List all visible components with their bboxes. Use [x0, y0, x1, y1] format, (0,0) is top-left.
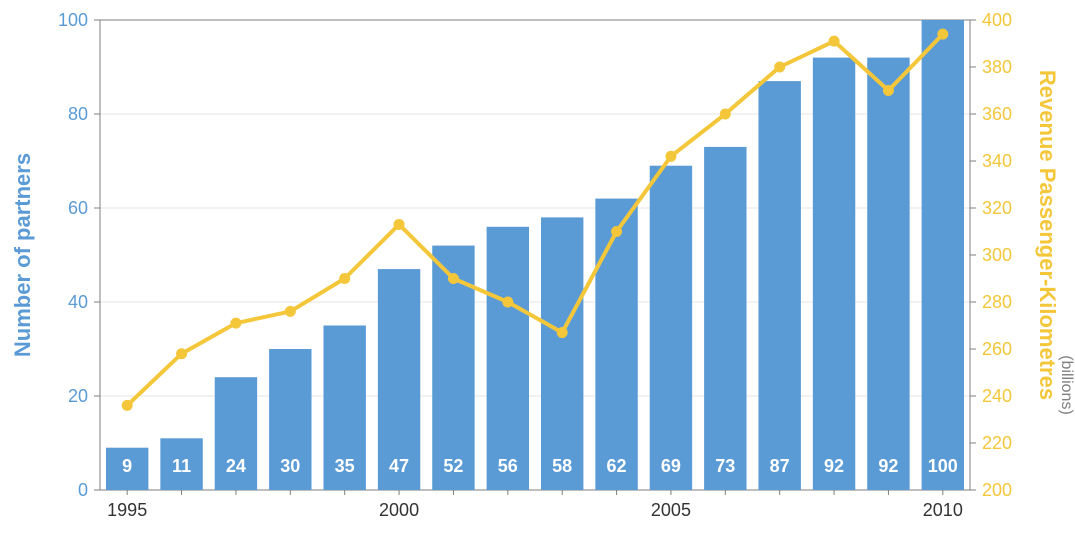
- line-marker: [340, 274, 350, 284]
- line-marker: [775, 62, 785, 72]
- bar-value-label: 56: [498, 456, 518, 476]
- line-marker: [720, 109, 730, 119]
- line-marker: [612, 227, 622, 237]
- bar-value-label: 9: [122, 456, 132, 476]
- y-left-tick-label: 60: [68, 198, 88, 218]
- y-left-tick-label: 100: [58, 10, 88, 30]
- x-tick-label: 1995: [107, 500, 147, 520]
- y-right-tick-label: 260: [982, 339, 1012, 359]
- line-marker: [122, 400, 132, 410]
- x-tick-label: 2005: [651, 500, 691, 520]
- line-marker: [231, 318, 241, 328]
- bar: [487, 227, 529, 490]
- chart-svg: 9 11 24 30 35 47 52 56 58 62 69 73 87 92 92 100 0 20 40 60 8…: [0, 0, 1075, 535]
- bar-value-label: 24: [226, 456, 246, 476]
- bar-value-label: 92: [824, 456, 844, 476]
- line-marker: [829, 36, 839, 46]
- line-marker: [883, 86, 893, 96]
- bar: [758, 81, 800, 490]
- dual-axis-chart: 9 11 24 30 35 47 52 56 58 62 69 73 87 92 92 100 0 20 40 60 8…: [0, 0, 1075, 535]
- y-right-tick-label: 360: [982, 104, 1012, 124]
- y-left-axis-title: Number of partners: [10, 153, 35, 357]
- line-marker: [666, 151, 676, 161]
- y-right-tick-label: 240: [982, 386, 1012, 406]
- bar: [813, 58, 855, 490]
- line-marker: [285, 306, 295, 316]
- line-marker: [557, 328, 567, 338]
- line-marker: [503, 297, 513, 307]
- y-right-tick-label: 220: [982, 433, 1012, 453]
- y-right-axis-title: Revenue Passenger-Kilometres: [1035, 70, 1060, 400]
- bar-value-label: 69: [661, 456, 681, 476]
- bar: [595, 199, 637, 490]
- bar: [867, 58, 909, 490]
- bar: [650, 166, 692, 490]
- y-right-tick-label: 380: [982, 57, 1012, 77]
- bar-value-label: 30: [280, 456, 300, 476]
- x-tick-label: 2000: [379, 500, 419, 520]
- bar-value-label: 100: [928, 456, 958, 476]
- y-right-tick-label: 280: [982, 292, 1012, 312]
- bar-value-label: 62: [607, 456, 627, 476]
- line-marker: [177, 349, 187, 359]
- y-right-tick-label: 320: [982, 198, 1012, 218]
- y-left-tick-label: 20: [68, 386, 88, 406]
- bar: [541, 217, 583, 490]
- bar-value-label: 92: [878, 456, 898, 476]
- y-left-tick-label: 0: [78, 480, 88, 500]
- y-right-tick-label: 340: [982, 151, 1012, 171]
- bar-value-label: 35: [335, 456, 355, 476]
- y-right-tick-label: 400: [982, 10, 1012, 30]
- bar-value-label: 73: [715, 456, 735, 476]
- bar-value-label: 58: [552, 456, 572, 476]
- bar-value-label: 87: [770, 456, 790, 476]
- y-right-tick-label: 200: [982, 480, 1012, 500]
- bar-value-label: 52: [443, 456, 463, 476]
- bar-value-label: 11: [172, 456, 191, 476]
- bar: [704, 147, 746, 490]
- y-left-tick-label: 80: [68, 104, 88, 124]
- y-right-tick-label: 300: [982, 245, 1012, 265]
- y-left-tick-label: 40: [68, 292, 88, 312]
- line-marker: [938, 29, 948, 39]
- x-tick-label: 2010: [923, 500, 963, 520]
- y-right-axis-subtitle: (billions): [1058, 355, 1075, 415]
- bar-value-label: 47: [389, 456, 409, 476]
- line-marker: [448, 274, 458, 284]
- bar: [922, 20, 964, 490]
- line-marker: [394, 219, 404, 229]
